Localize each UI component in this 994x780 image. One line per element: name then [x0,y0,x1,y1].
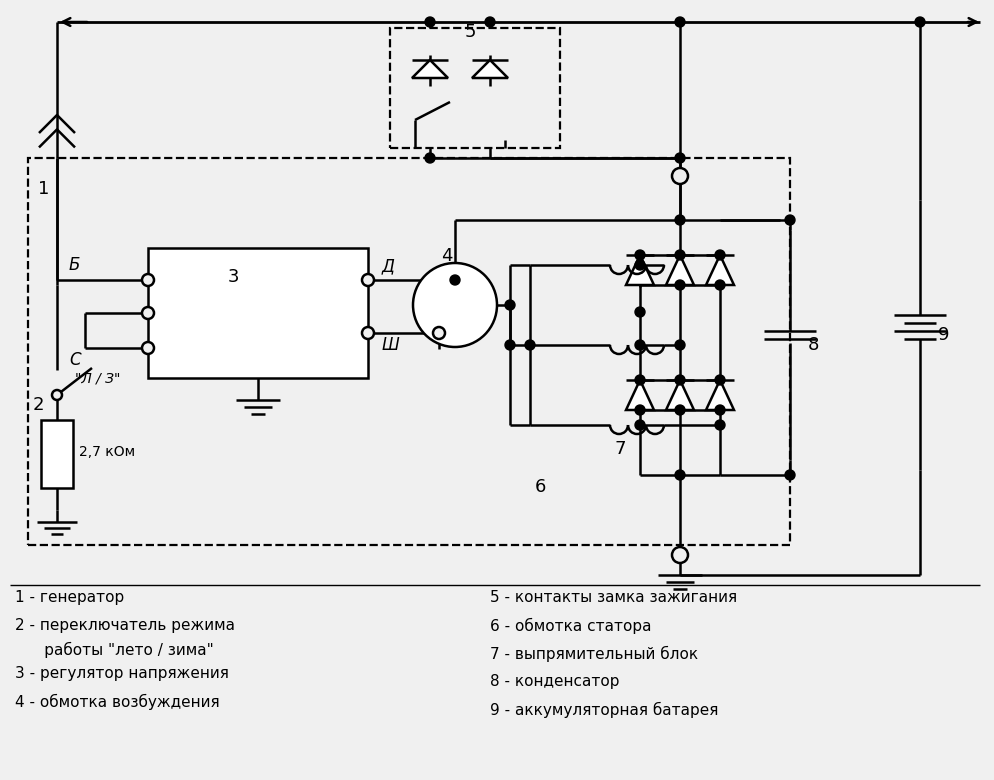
Circle shape [675,153,685,163]
Text: 2: 2 [33,396,45,414]
Circle shape [142,342,154,354]
Circle shape [672,168,688,184]
Circle shape [715,375,725,385]
Circle shape [675,340,685,350]
Circle shape [715,405,725,415]
Polygon shape [626,255,654,285]
Text: 1 - генератор: 1 - генератор [15,590,124,605]
Text: 7 - выпрямительный блок: 7 - выпрямительный блок [490,646,698,662]
Text: Д: Д [382,257,395,275]
Text: 5: 5 [464,23,476,41]
Polygon shape [666,255,694,285]
Circle shape [485,17,495,27]
Circle shape [715,280,725,290]
Circle shape [142,274,154,286]
Circle shape [635,260,645,270]
Circle shape [635,420,645,430]
Text: 2,7 кОм: 2,7 кОм [79,445,135,459]
Polygon shape [706,380,734,410]
Circle shape [785,215,795,225]
Circle shape [635,340,645,350]
Circle shape [425,153,435,163]
Circle shape [635,307,645,317]
Text: работы "лето / зима": работы "лето / зима" [15,642,214,658]
Circle shape [635,250,645,260]
Circle shape [675,17,685,27]
Text: Ш: Ш [382,336,400,354]
Text: 7: 7 [615,440,626,458]
Circle shape [715,250,725,260]
Circle shape [635,405,645,415]
Circle shape [450,275,460,285]
Circle shape [525,340,535,350]
Bar [148,248,368,378]
Bar [41,420,73,488]
Polygon shape [626,380,654,410]
Circle shape [785,470,795,480]
Circle shape [413,263,497,347]
Circle shape [52,390,62,400]
Text: 9: 9 [938,326,949,344]
Circle shape [505,340,515,350]
Text: 6 - обмотка статора: 6 - обмотка статора [490,618,651,634]
Circle shape [675,405,685,415]
Text: Б: Б [69,256,81,274]
Circle shape [672,547,688,563]
Text: 6: 6 [535,478,546,496]
Circle shape [362,327,374,339]
Circle shape [505,300,515,310]
Text: 1: 1 [38,180,50,198]
Bar [28,158,790,545]
Text: 4 - обмотка возбуждения: 4 - обмотка возбуждения [15,694,220,710]
Text: 5 - контакты замка зажигания: 5 - контакты замка зажигания [490,590,738,605]
Polygon shape [706,255,734,285]
Text: С: С [69,351,81,369]
Text: 2 - переключатель режима: 2 - переключатель режима [15,618,235,633]
Polygon shape [412,60,448,78]
Circle shape [433,327,445,339]
Circle shape [362,274,374,286]
Text: 3 - регулятор напряжения: 3 - регулятор напряжения [15,666,229,681]
Circle shape [715,420,725,430]
Circle shape [675,215,685,225]
Circle shape [915,17,925,27]
Text: 3: 3 [228,268,239,286]
Bar [390,28,560,148]
Circle shape [675,280,685,290]
Polygon shape [472,60,508,78]
Polygon shape [666,380,694,410]
Text: 4: 4 [441,247,452,265]
Text: 8 - конденсатор: 8 - конденсатор [490,674,619,689]
Text: 8: 8 [808,336,819,354]
Circle shape [635,375,645,385]
Circle shape [425,17,435,27]
Circle shape [675,250,685,260]
Circle shape [675,470,685,480]
Text: "Л / З": "Л / З" [75,371,120,385]
Text: 9 - аккумуляторная батарея: 9 - аккумуляторная батарея [490,702,719,718]
Circle shape [142,307,154,319]
Circle shape [675,375,685,385]
